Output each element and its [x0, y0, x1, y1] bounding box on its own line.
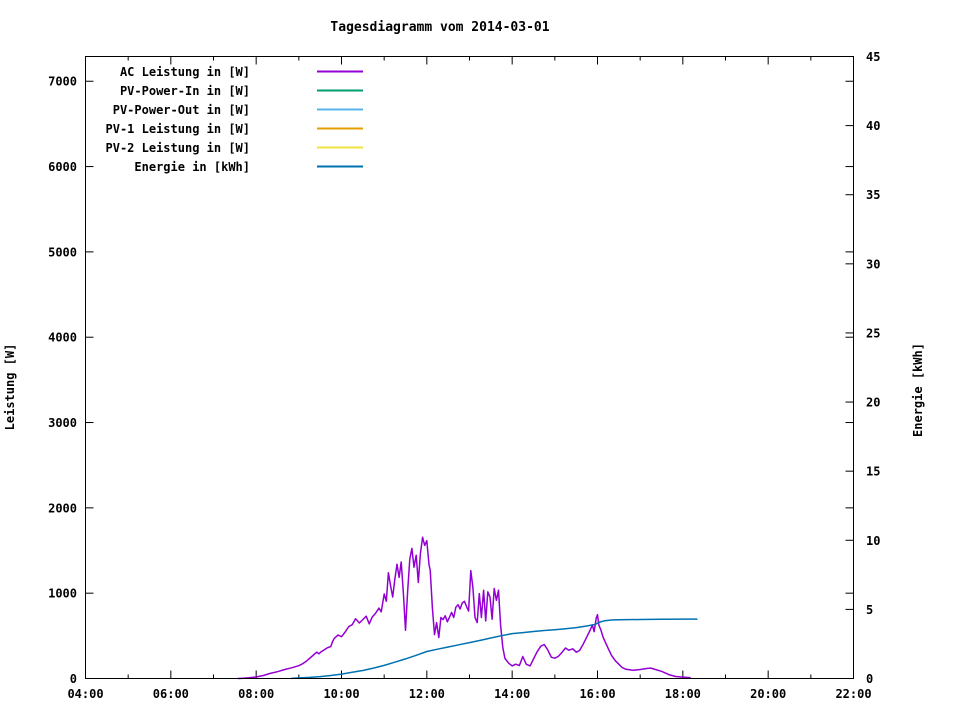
legend: AC Leistung in [W] PV-Power-In in [W] PV-P…	[106, 65, 363, 174]
x-axis-tick-label: 10:00	[323, 687, 359, 701]
y-left-tick-label: 1000	[48, 587, 77, 601]
legend-label: PV-2 Leistung in [W]	[106, 141, 251, 155]
y-right-tick-label: 10	[866, 534, 880, 548]
plot-border	[85, 56, 854, 679]
x-axis-tick-label: 04:00	[67, 687, 103, 701]
y-right-tick-label: 15	[866, 465, 880, 479]
x-axis-tick-label: 18:00	[665, 687, 701, 701]
x-axis-tick-label: 06:00	[153, 687, 189, 701]
y-right-tick-label: 0	[866, 672, 873, 686]
y-left-tick-label: 5000	[48, 245, 77, 259]
y-right-tick-label: 5	[866, 603, 873, 617]
y-left-tick-label: 2000	[48, 501, 77, 515]
legend-label: Energie in [kWh]	[134, 160, 250, 174]
y-left-tick-label: 7000	[48, 75, 77, 89]
left-axis-title: Leistung [W]	[3, 344, 17, 431]
axis-tick-labels: 04:00 06:00 08:00 10:00 12:00 14:00 16:00 18:00…	[48, 50, 880, 701]
y-right-tick-label: 40	[866, 119, 880, 133]
x-axis-tick-label: 12:00	[409, 687, 445, 701]
chart-title: Tagesdiagramm vom 2014-03-01	[330, 20, 549, 35]
series-line-energie-in-kwh	[290, 618, 698, 680]
x-axis-tick-label: 16:00	[579, 687, 615, 701]
right-axis-title: Energie [kWh]	[911, 343, 925, 437]
y-right-tick-label: 45	[866, 50, 880, 64]
y-right-tick-label: 25	[866, 326, 880, 340]
y-right-tick-label: 35	[866, 188, 880, 202]
x-axis-tick-label: 08:00	[238, 687, 274, 701]
legend-label: PV-1 Leistung in [W]	[106, 122, 251, 136]
y-left-tick-label: 0	[70, 672, 77, 686]
series-line-ac-leistung-in-w	[237, 536, 691, 680]
x-axis-tick-label: 20:00	[750, 687, 786, 701]
y-right-tick-label: 20	[866, 396, 880, 410]
y-left-tick-label: 6000	[48, 160, 77, 174]
legend-label: PV-Power-In in [W]	[120, 84, 250, 98]
x-axis-tick-label: 22:00	[835, 687, 871, 701]
legend-label: PV-Power-Out in [W]	[113, 103, 250, 117]
legend-label: AC Leistung in [W]	[120, 65, 250, 79]
y-left-tick-label: 3000	[48, 416, 77, 430]
data-series	[237, 536, 698, 680]
y-left-tick-label: 4000	[48, 331, 77, 345]
x-axis-tick-label: 14:00	[494, 687, 530, 701]
y-right-tick-label: 30	[866, 257, 880, 271]
